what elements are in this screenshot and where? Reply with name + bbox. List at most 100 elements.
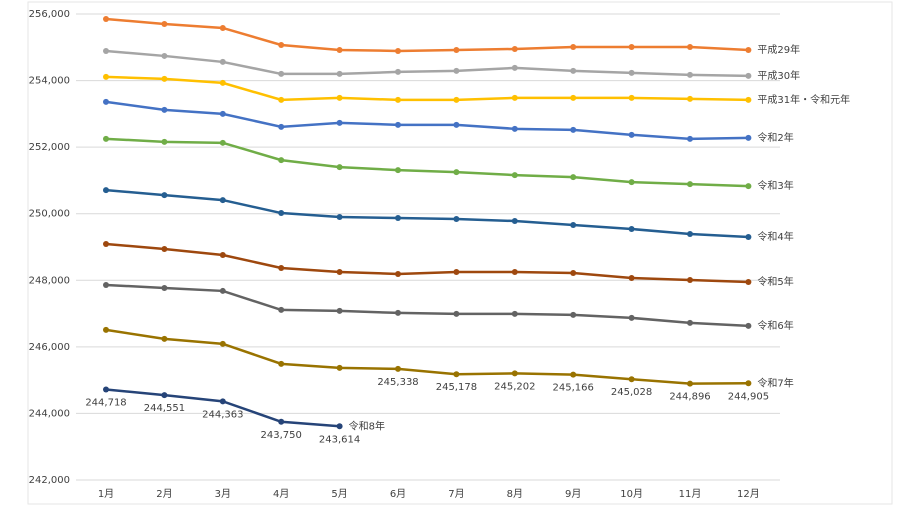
data-point (336, 423, 343, 430)
data-point (745, 380, 752, 387)
data-point (628, 226, 635, 233)
data-point (219, 24, 226, 31)
data-point (219, 398, 226, 405)
data-point (628, 314, 635, 321)
x-tick-label: 9月 (565, 488, 581, 500)
series-line (105, 188, 749, 239)
data-point (103, 47, 109, 54)
data-point (395, 121, 401, 128)
series-line (105, 17, 749, 53)
data-label: 245,338 (377, 377, 418, 388)
x-tick-label: 7月 (448, 488, 464, 500)
x-tick-label: 10月 (620, 488, 643, 500)
series-label: 令和8年 (349, 419, 385, 432)
data-point (687, 231, 693, 238)
data-point (687, 43, 693, 50)
x-tick-label: 1月 (98, 488, 114, 500)
data-point (161, 20, 168, 27)
data-point (219, 139, 226, 146)
data-point (336, 46, 343, 53)
data-point (453, 67, 460, 74)
y-tick-label: 254,000 (29, 76, 70, 87)
x-tick-label: 11月 (679, 488, 702, 500)
data-point (511, 94, 518, 101)
data-point (570, 222, 577, 229)
x-tick-label: 4月 (273, 488, 289, 500)
data-label: 243,750 (261, 430, 302, 441)
data-point (453, 371, 460, 378)
data-point (570, 67, 577, 74)
data-point (219, 251, 226, 258)
data-point (103, 281, 109, 288)
chart-frame (27, 1, 893, 505)
data-point (570, 269, 577, 276)
data-point (336, 119, 343, 126)
data-point (103, 187, 109, 194)
x-tick-label: 6月 (390, 488, 406, 500)
data-point (161, 75, 168, 82)
data-point (687, 95, 693, 102)
data-point (161, 392, 168, 399)
data-point (103, 386, 109, 393)
data-point (278, 123, 285, 130)
data-point (336, 268, 343, 275)
data-point (745, 96, 752, 103)
data-point (453, 169, 460, 176)
x-tick-label: 2月 (156, 488, 172, 500)
data-point (745, 72, 752, 79)
data-point (570, 174, 577, 181)
series-line (105, 388, 340, 428)
series-label: 令和6年 (757, 319, 793, 332)
data-point (511, 172, 518, 179)
x-tick-label: 3月 (215, 488, 231, 500)
data-point (628, 43, 635, 50)
data-point (628, 94, 635, 101)
data-point (278, 157, 285, 164)
series-line (105, 283, 749, 328)
series-label: 令和2年 (757, 131, 793, 144)
data-point (278, 306, 285, 313)
data-point (278, 264, 285, 271)
data-point (336, 364, 343, 371)
y-tick-label: 246,000 (29, 342, 70, 353)
data-point (336, 70, 343, 77)
data-point (161, 52, 168, 59)
data-point (745, 134, 752, 141)
y-tick-label: 252,000 (29, 142, 70, 153)
series-label: 平成31年・令和元年 (757, 93, 850, 106)
data-point (161, 192, 168, 199)
data-point (219, 197, 226, 204)
data-point (570, 311, 577, 318)
y-tick-label: 256,000 (29, 9, 70, 20)
y-tick-label: 244,000 (29, 408, 70, 419)
y-tick-label: 248,000 (29, 275, 70, 286)
data-point (511, 125, 518, 132)
series-line (105, 328, 749, 385)
data-point (745, 46, 752, 53)
data-point (628, 69, 635, 76)
data-point (511, 45, 518, 52)
x-tick-label: 8月 (507, 488, 523, 500)
data-label: 245,166 (553, 383, 594, 394)
data-point (453, 310, 460, 317)
data-label: 244,896 (669, 392, 710, 403)
data-point (570, 371, 577, 378)
data-point (453, 46, 460, 53)
data-point (336, 214, 343, 221)
data-point (336, 164, 343, 171)
data-point (687, 135, 693, 142)
series-line (105, 75, 749, 102)
data-label: 245,178 (436, 382, 477, 393)
data-point (745, 234, 752, 241)
data-point (570, 94, 577, 101)
data-point (511, 370, 518, 377)
data-point (687, 181, 693, 188)
data-point (219, 58, 226, 65)
data-point (628, 179, 635, 186)
data-point (161, 138, 168, 145)
data-point (278, 360, 285, 367)
data-point (395, 215, 401, 222)
data-point (103, 98, 109, 105)
data-point (278, 418, 285, 425)
